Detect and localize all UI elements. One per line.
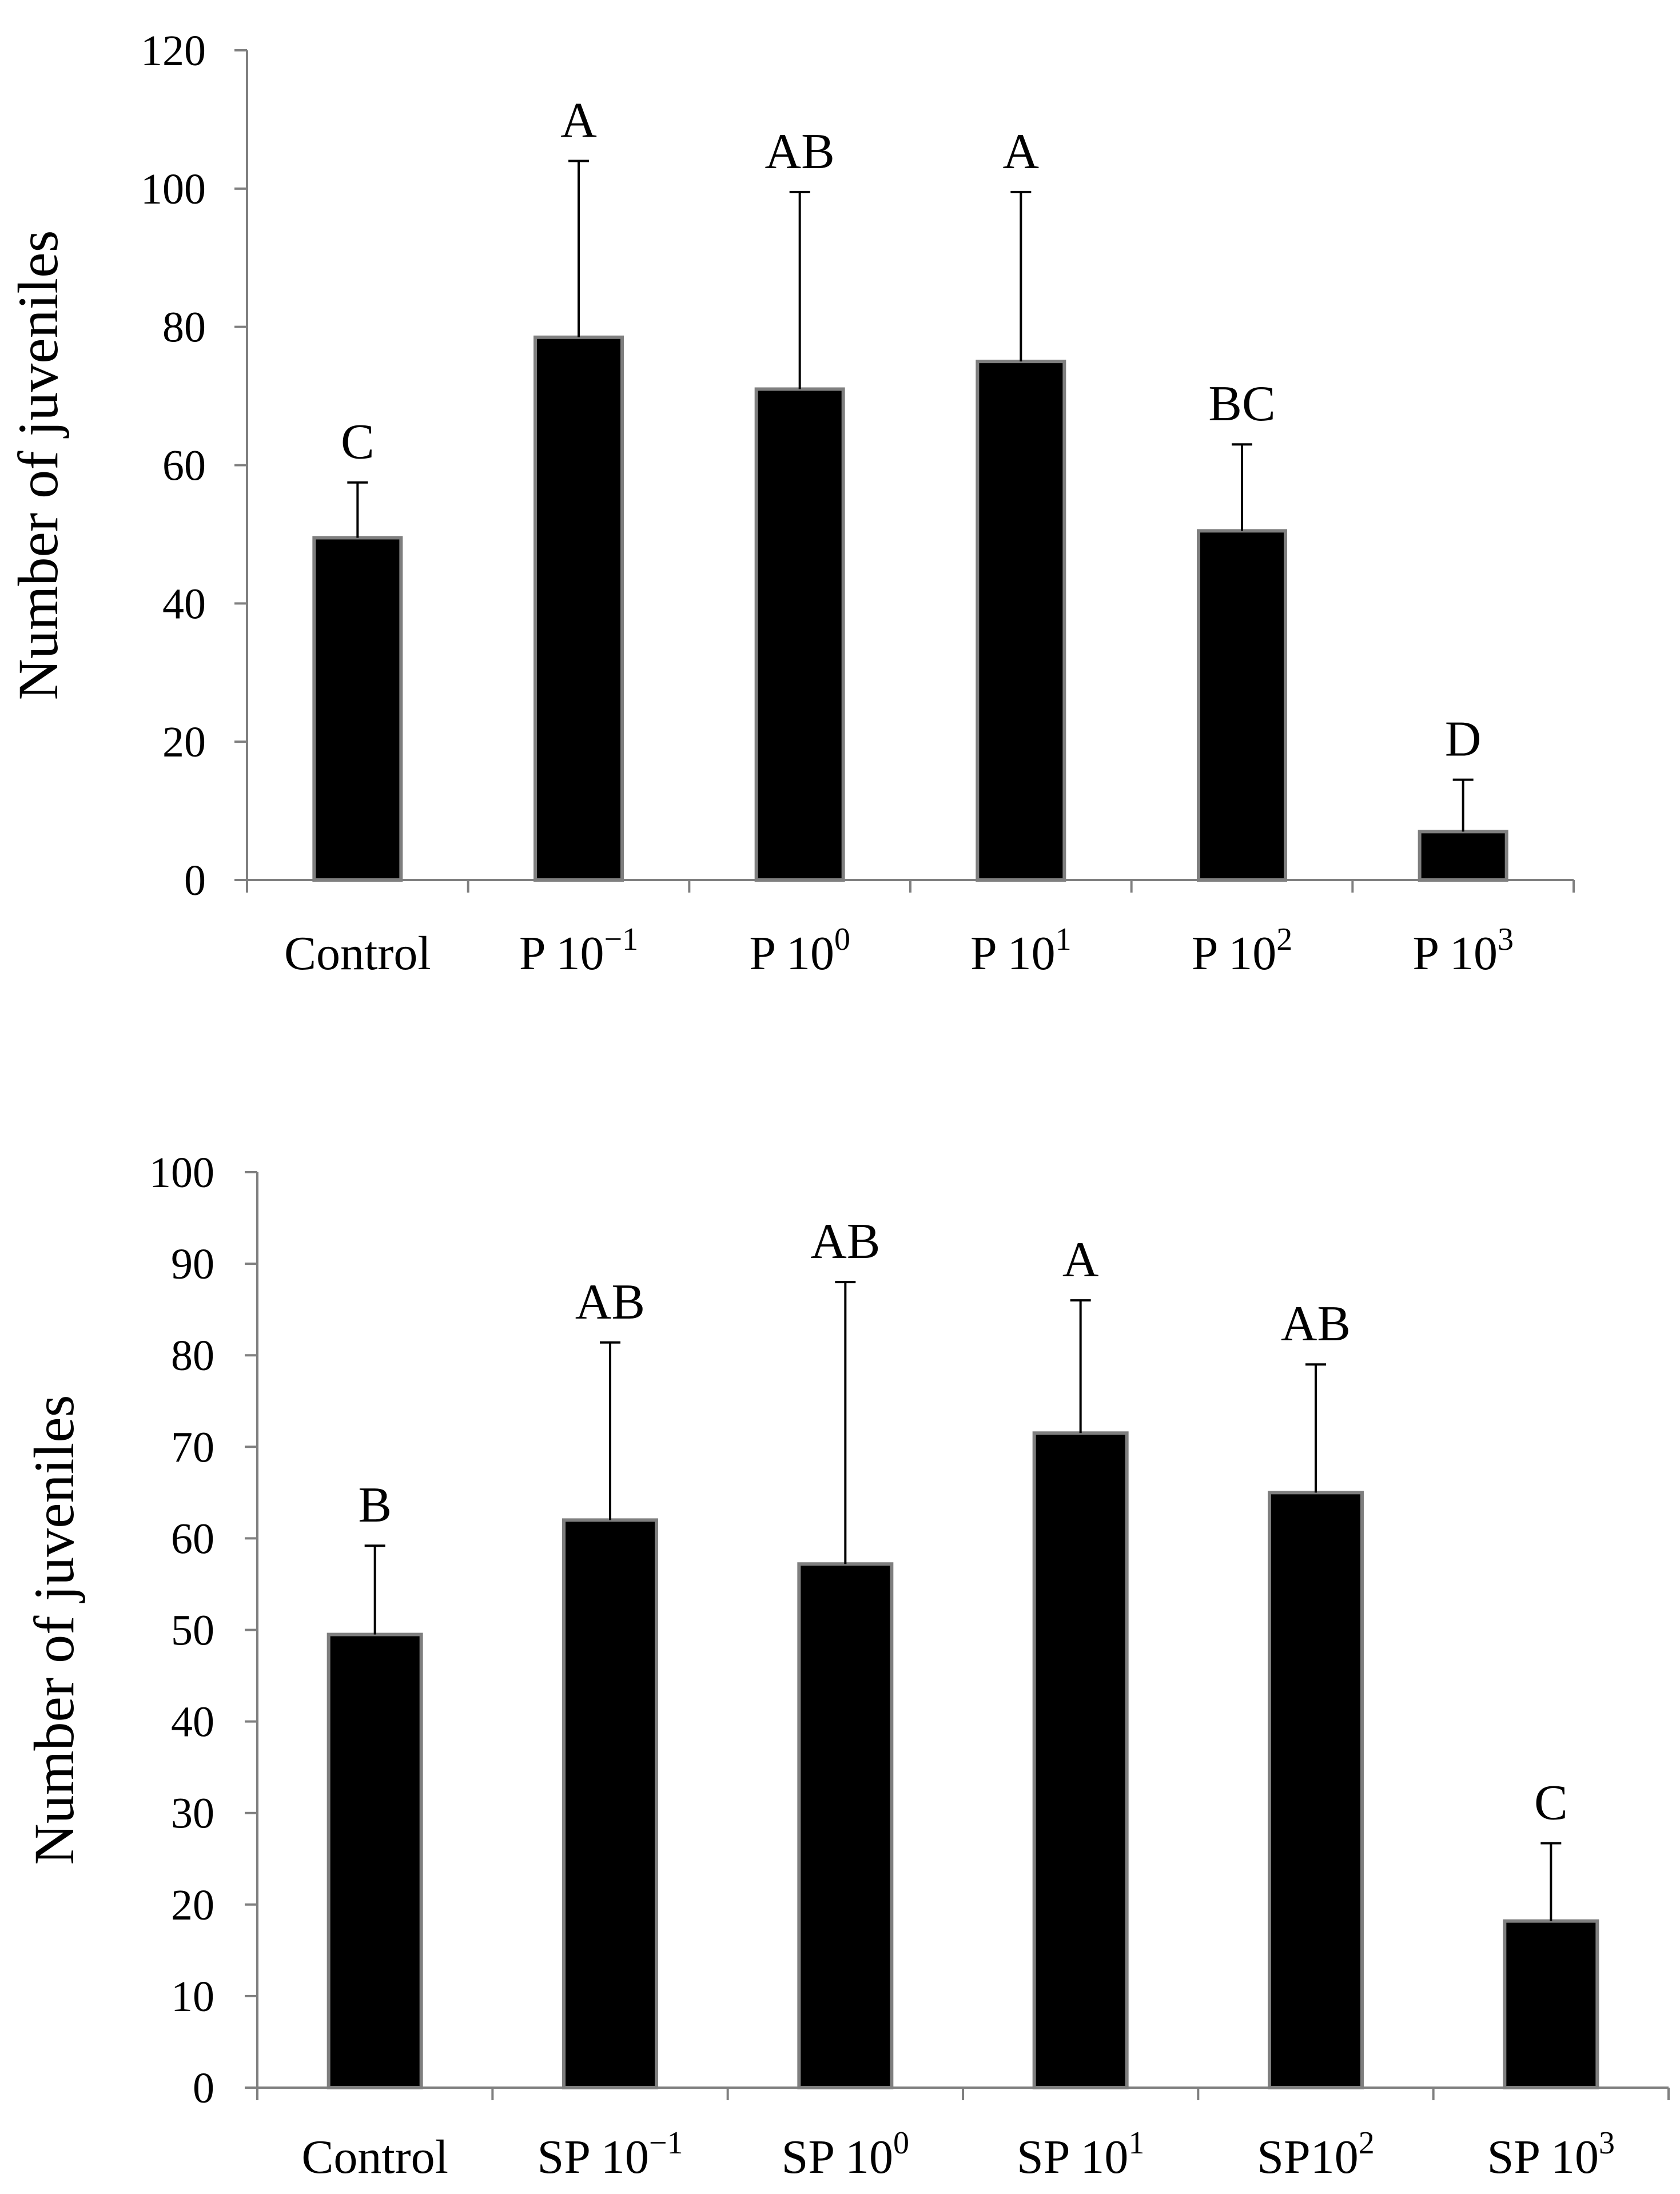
bar [797, 1562, 894, 2089]
y-tick-label: 120 [141, 27, 206, 75]
y-tick-label: 60 [162, 442, 206, 490]
category-label: P 100 [749, 922, 850, 980]
y-tick-label: 40 [162, 580, 206, 628]
bar [976, 360, 1066, 882]
y-tick-label: 60 [171, 1515, 214, 1563]
y-axis-title: Number of juveniles [6, 230, 70, 700]
y-tick-label: 40 [171, 1698, 214, 1746]
category-label: P 103 [1412, 922, 1514, 980]
significance-letter: AB [810, 1214, 880, 1269]
category-label: SP 101 [1017, 2125, 1144, 2184]
bar [312, 536, 403, 882]
y-tick-label: 0 [184, 857, 206, 905]
bar [1032, 1431, 1129, 2089]
significance-letter: D [1445, 712, 1482, 767]
category-label: Control [284, 927, 431, 980]
category-label: SP 10−1 [538, 2125, 683, 2184]
significance-letter: AB [765, 124, 835, 180]
y-tick-label: 100 [149, 1149, 214, 1197]
significance-letter: C [1534, 1775, 1568, 1831]
category-label: P 102 [1192, 922, 1293, 980]
y-tick-label: 50 [171, 1607, 214, 1655]
significance-letter: AB [575, 1275, 645, 1330]
y-tick-label: 90 [171, 1240, 214, 1288]
significance-letter: C [341, 415, 375, 470]
chart-top-p-series: 0 20 40 60 80 100 120 Number of juveniles C Contr… [6, 27, 1575, 980]
y-tick-label: 100 [141, 165, 206, 213]
y-tick-label: 10 [171, 1973, 214, 2021]
category-label: SP 100 [782, 2125, 909, 2184]
significance-letter: BC [1208, 376, 1275, 432]
y-tick-label: 80 [162, 304, 206, 352]
bar [327, 1632, 423, 2089]
y-tick-label: 30 [171, 1790, 214, 1838]
y-axis-title: Number of juveniles [22, 1395, 86, 1865]
category-label: P 10−1 [519, 922, 638, 980]
chart-bottom-sp-series: 0 10 20 30 40 50 60 70 80 90 100 Number of juvenile… [22, 1149, 1670, 2184]
category-label: SP102 [1257, 2125, 1374, 2184]
category-label: SP 103 [1487, 2125, 1615, 2184]
significance-letter: A [1003, 124, 1040, 180]
significance-letter: B [358, 1478, 392, 1533]
y-tick-label: 70 [171, 1423, 214, 1471]
y-tick-label: 80 [171, 1332, 214, 1380]
significance-letter: A [560, 93, 597, 148]
y-tick-label: 20 [171, 1881, 214, 1929]
bar [1503, 1919, 1599, 2089]
significance-letter: A [1062, 1232, 1099, 1288]
bar [534, 335, 624, 882]
bar [1418, 830, 1508, 882]
bar [562, 1518, 658, 2089]
bar [1268, 1491, 1364, 2090]
y-tick-label: 0 [193, 2064, 214, 2112]
y-tick-label: 20 [162, 718, 206, 766]
category-label: Control [301, 2131, 448, 2184]
category-label: P 101 [970, 922, 1072, 980]
bar [754, 387, 845, 882]
significance-letter: AB [1281, 1296, 1351, 1352]
bar [1197, 529, 1287, 882]
